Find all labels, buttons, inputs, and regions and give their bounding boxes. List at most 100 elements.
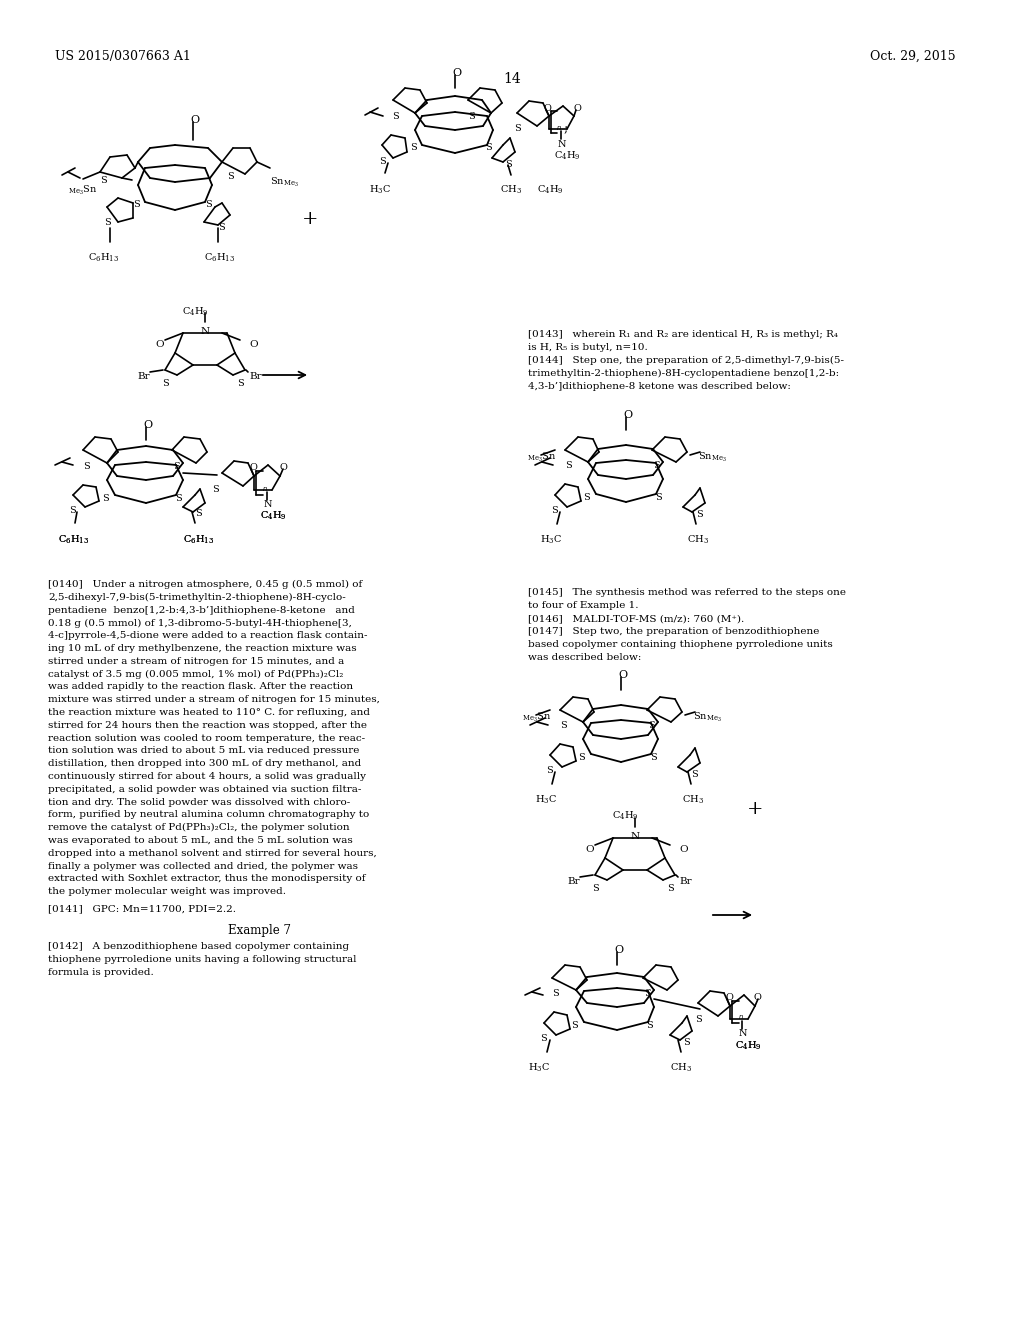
Text: S: S [485, 143, 492, 152]
Text: O: O [754, 993, 762, 1002]
Text: precipitated, a solid powder was obtained via suction filtra-: precipitated, a solid powder was obtaine… [48, 785, 361, 793]
Text: $\mathregular{C_6H_{13}}$: $\mathregular{C_6H_{13}}$ [183, 535, 214, 546]
Text: S: S [83, 462, 90, 471]
Text: [0140]   Under a nitrogen atmosphere, 0.45 g (0.5 mmol) of: [0140] Under a nitrogen atmosphere, 0.45… [48, 579, 362, 589]
Text: [0147]   Step two, the preparation of benzodithiophene: [0147] Step two, the preparation of benz… [528, 627, 819, 636]
Text: $_n$: $_n$ [556, 124, 562, 133]
Text: S: S [410, 143, 417, 152]
Text: S: S [650, 752, 656, 762]
Text: S: S [175, 494, 181, 503]
Text: S: S [560, 721, 566, 730]
Text: S: S [205, 201, 212, 209]
Text: $\mathregular{H_3C}$: $\mathregular{H_3C}$ [369, 183, 391, 195]
Text: Br: Br [249, 372, 261, 381]
Text: $\mathregular{C_4H_9}$: $\mathregular{C_4H_9}$ [260, 510, 287, 523]
Text: $_n$: $_n$ [738, 1012, 743, 1022]
Text: [0144]   Step one, the preparation of 2,5-dimethyl-7,9-bis(5-: [0144] Step one, the preparation of 2,5-… [528, 356, 844, 366]
Text: $\mathregular{C_4H_9}$: $\mathregular{C_4H_9}$ [260, 510, 287, 523]
Text: $\mathregular{_{Me_3}Sn}$: $\mathregular{_{Me_3}Sn}$ [68, 183, 97, 197]
Text: $\mathregular{_{Me_3}Sn}$: $\mathregular{_{Me_3}Sn}$ [527, 450, 556, 463]
Text: S: S [162, 379, 169, 388]
Text: is H, R₅ is butyl, n=10.: is H, R₅ is butyl, n=10. [528, 343, 648, 352]
Text: $\mathregular{C_6H_{13}}$: $\mathregular{C_6H_{13}}$ [58, 535, 89, 546]
Text: S: S [212, 484, 219, 494]
Text: ;: ; [563, 121, 567, 135]
Text: [0141]   GPC: Mn=11700, PDI=2.2.: [0141] GPC: Mn=11700, PDI=2.2. [48, 904, 236, 913]
Text: +: + [302, 210, 318, 228]
Text: S: S [571, 1020, 578, 1030]
Text: $\mathregular{Sn_{Me_3}}$: $\mathregular{Sn_{Me_3}}$ [698, 450, 727, 463]
Text: O: O [155, 341, 164, 348]
Text: S: S [379, 157, 386, 166]
Text: 0.18 g (0.5 mmol) of 1,3-dibromo-5-butyl-4H-thiophene[3,: 0.18 g (0.5 mmol) of 1,3-dibromo-5-butyl… [48, 618, 352, 627]
Text: Oct. 29, 2015: Oct. 29, 2015 [870, 50, 955, 63]
Text: Br: Br [679, 876, 691, 886]
Text: S: S [683, 1038, 690, 1047]
Text: $\mathregular{H_3C}$: $\mathregular{H_3C}$ [535, 795, 557, 807]
Text: S: S [468, 112, 475, 121]
Text: was evaporated to about 5 mL, and the 5 mL solution was: was evaporated to about 5 mL, and the 5 … [48, 836, 352, 845]
Text: $\mathregular{_{Me_3}Sn}$: $\mathregular{_{Me_3}Sn}$ [522, 710, 551, 723]
Text: S: S [696, 510, 702, 519]
Text: $\mathregular{C_4H_9}$: $\mathregular{C_4H_9}$ [735, 1040, 762, 1052]
Text: S: S [69, 506, 76, 515]
Text: mixture was stirred under a stream of nitrogen for 15 minutes,: mixture was stirred under a stream of ni… [48, 696, 380, 704]
Text: based copolymer containing thiophene pyrroledione units: based copolymer containing thiophene pyr… [528, 640, 833, 649]
Text: S: S [195, 510, 202, 517]
Text: S: S [644, 989, 650, 998]
Text: distillation, then dropped into 300 mL of dry methanol, and: distillation, then dropped into 300 mL o… [48, 759, 361, 768]
Text: to four of Example 1.: to four of Example 1. [528, 601, 639, 610]
Text: $\mathregular{C_4H_9}$: $\mathregular{C_4H_9}$ [537, 183, 563, 195]
Text: O: O [452, 69, 461, 78]
Text: stirred under a stream of nitrogen for 15 minutes, and a: stirred under a stream of nitrogen for 1… [48, 657, 344, 665]
Text: S: S [583, 492, 590, 502]
Text: O: O [280, 463, 288, 473]
Text: ing 10 mL of dry methylbenzene, the reaction mixture was: ing 10 mL of dry methylbenzene, the reac… [48, 644, 356, 653]
Text: S: S [218, 223, 224, 232]
Text: stirred for 24 hours then the reaction was stopped, after the: stirred for 24 hours then the reaction w… [48, 721, 367, 730]
Text: O: O [679, 845, 688, 854]
Text: formula is provided.: formula is provided. [48, 968, 154, 977]
Text: $\mathregular{C_6H_{13}}$: $\mathregular{C_6H_{13}}$ [58, 535, 89, 546]
Text: Example 7: Example 7 [228, 924, 292, 937]
Text: $\mathregular{C_4H_9}$: $\mathregular{C_4H_9}$ [611, 810, 638, 822]
Text: S: S [237, 379, 244, 388]
Text: 14: 14 [503, 73, 521, 86]
Text: S: S [648, 721, 654, 730]
Text: O: O [573, 104, 581, 114]
Text: the polymer molecular weight was improved.: the polymer molecular weight was improve… [48, 887, 286, 896]
Text: O: O [143, 420, 153, 430]
Text: tion and dry. The solid powder was dissolved with chloro-: tion and dry. The solid powder was disso… [48, 797, 350, 807]
Text: $\mathregular{CH_3}$: $\mathregular{CH_3}$ [500, 183, 522, 195]
Text: S: S [227, 172, 233, 181]
Text: S: S [104, 218, 111, 227]
Text: O: O [585, 845, 594, 854]
Text: trimethyltin-2-thiophene)-8H-cyclopentadiene benzo[1,2-b:: trimethyltin-2-thiophene)-8H-cyclopentad… [528, 370, 839, 378]
Text: was described below:: was described below: [528, 653, 641, 663]
Text: was added rapidly to the reaction flask. After the reaction: was added rapidly to the reaction flask.… [48, 682, 353, 692]
Text: thiophene pyrroledione units having a following structural: thiophene pyrroledione units having a fo… [48, 954, 356, 964]
Text: Br: Br [137, 372, 150, 381]
Text: reaction solution was cooled to room temperature, the reac-: reaction solution was cooled to room tem… [48, 734, 366, 743]
Text: +: + [746, 800, 763, 818]
Text: S: S [691, 770, 697, 779]
Text: N: N [558, 140, 566, 149]
Text: 4-c]pyrrole-4,5-dione were added to a reaction flask contain-: 4-c]pyrrole-4,5-dione were added to a re… [48, 631, 368, 640]
Text: $\mathregular{C_4H_9}$: $\mathregular{C_4H_9}$ [554, 150, 581, 162]
Text: S: S [173, 462, 180, 471]
Text: $_n$: $_n$ [262, 484, 268, 494]
Text: S: S [133, 201, 139, 209]
Text: dropped into a methanol solvent and stirred for several hours,: dropped into a methanol solvent and stir… [48, 849, 377, 858]
Text: S: S [578, 752, 585, 762]
Text: S: S [100, 176, 106, 185]
Text: N: N [264, 500, 272, 510]
Text: pentadiene  benzo[1,2-b:4,3-b’]dithiophene-8-ketone   and: pentadiene benzo[1,2-b:4,3-b’]dithiophen… [48, 606, 355, 615]
Text: $\mathregular{CH_3}$: $\mathregular{CH_3}$ [687, 535, 709, 546]
Text: S: S [505, 160, 512, 169]
Text: finally a polymer was collected and dried, the polymer was: finally a polymer was collected and drie… [48, 862, 358, 871]
Text: form, purified by neutral alumina column chromatography to: form, purified by neutral alumina column… [48, 810, 370, 820]
Text: N: N [201, 327, 210, 337]
Text: O: O [249, 341, 258, 348]
Text: $\mathregular{CH_3}$: $\mathregular{CH_3}$ [682, 795, 703, 807]
Text: $\mathregular{Sn_{Me_3}}$: $\mathregular{Sn_{Me_3}}$ [693, 710, 722, 723]
